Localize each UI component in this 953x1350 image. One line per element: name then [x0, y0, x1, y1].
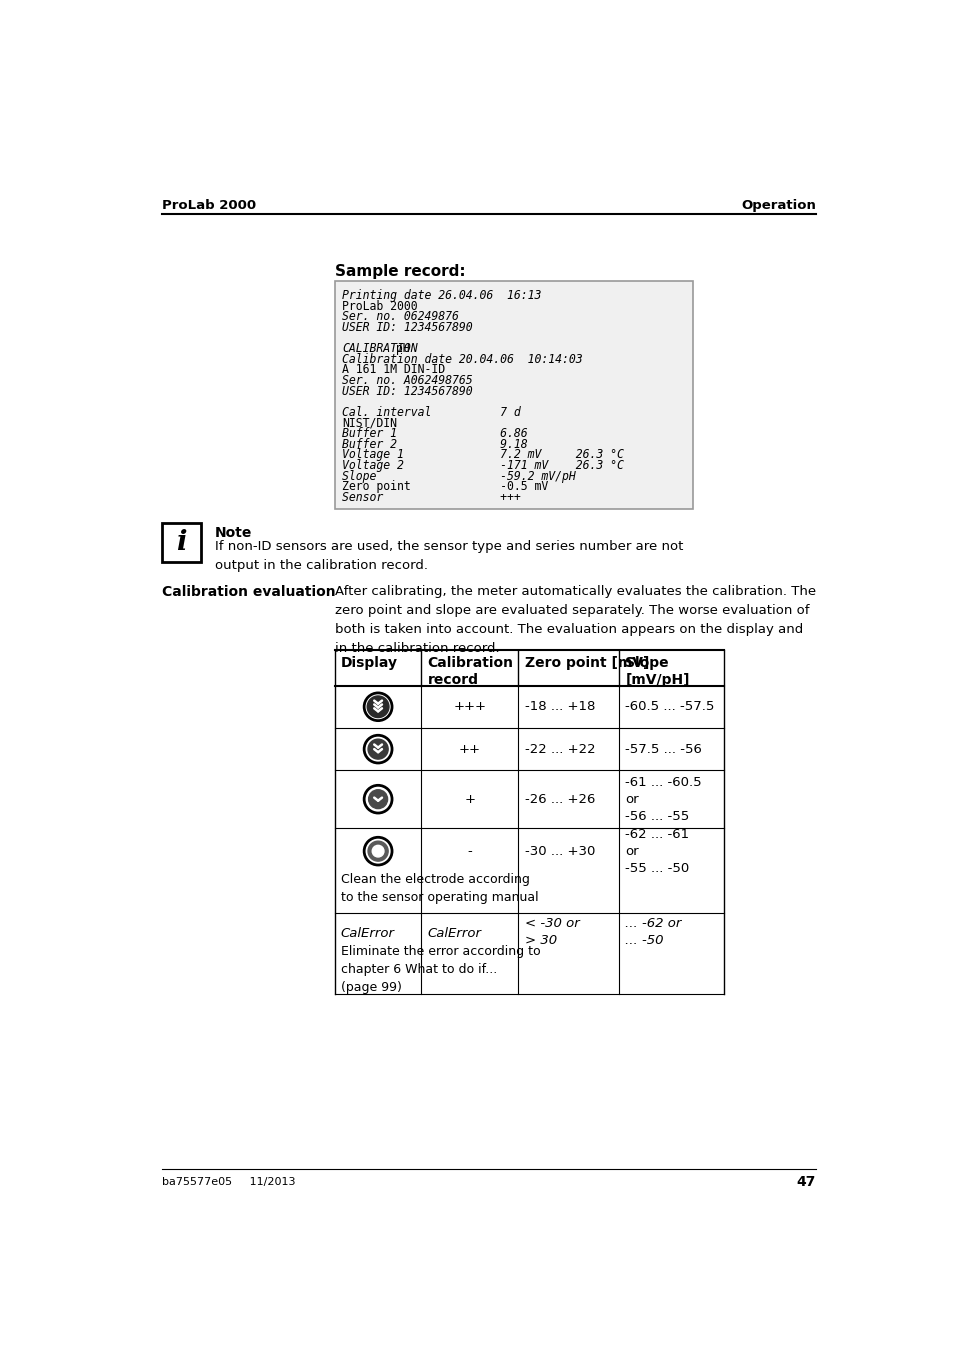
FancyBboxPatch shape — [335, 281, 692, 509]
Text: pH: pH — [389, 342, 410, 355]
Text: Eliminate the error according to
chapter 6 What to do if...
(page 99): Eliminate the error according to chapter… — [340, 945, 540, 994]
Text: NIST/DIN: NIST/DIN — [342, 417, 397, 429]
Text: -62 ... -61
or
-55 ... -50: -62 ... -61 or -55 ... -50 — [624, 828, 689, 875]
Circle shape — [372, 845, 383, 857]
Text: Voltage 1              7.2 mV     26.3 °C: Voltage 1 7.2 mV 26.3 °C — [342, 448, 623, 462]
Text: -30 ... +30: -30 ... +30 — [524, 845, 595, 857]
Text: Slope
[mV/pH]: Slope [mV/pH] — [624, 656, 689, 687]
Text: After calibrating, the meter automatically evaluates the calibration. The
zero p: After calibrating, the meter automatical… — [335, 585, 815, 655]
Text: -26 ... +26: -26 ... +26 — [524, 792, 595, 806]
Text: ... -62 or
... -50: ... -62 or ... -50 — [624, 917, 681, 946]
Circle shape — [368, 790, 387, 809]
Text: -57.5 ... -56: -57.5 ... -56 — [624, 743, 701, 756]
Text: CalError: CalError — [427, 926, 481, 940]
Text: -61 ... -60.5
or
-56 ... -55: -61 ... -60.5 or -56 ... -55 — [624, 776, 701, 822]
Text: CALIBRATION: CALIBRATION — [342, 342, 417, 355]
Text: +: + — [464, 792, 475, 806]
Text: Printing date 26.04.06  16:13: Printing date 26.04.06 16:13 — [342, 289, 541, 302]
Text: If non-ID sensors are used, the sensor type and series number are not
output in : If non-ID sensors are used, the sensor t… — [214, 540, 682, 571]
Text: CalError: CalError — [340, 926, 395, 940]
Text: Buffer 1               6.86: Buffer 1 6.86 — [342, 427, 528, 440]
Text: Clean the electrode according
to the sensor operating manual: Clean the electrode according to the sen… — [340, 872, 537, 903]
Text: ba75577e05     11/2013: ba75577e05 11/2013 — [162, 1177, 295, 1187]
Text: Buffer 2               9.18: Buffer 2 9.18 — [342, 437, 528, 451]
Text: -: - — [467, 845, 472, 857]
Text: Calibration date 20.04.06  10:14:03: Calibration date 20.04.06 10:14:03 — [342, 352, 582, 366]
Text: +++: +++ — [453, 701, 486, 713]
Text: ++: ++ — [458, 743, 480, 756]
Text: < -30 or
> 30: < -30 or > 30 — [524, 917, 578, 946]
Text: i: i — [175, 529, 186, 556]
Text: Sensor                 +++: Sensor +++ — [342, 491, 520, 504]
Text: Note: Note — [214, 526, 252, 540]
Text: Operation: Operation — [740, 200, 815, 212]
Circle shape — [368, 841, 388, 861]
Text: Cal. interval          7 d: Cal. interval 7 d — [342, 406, 520, 418]
Text: Ser. no. A062498765: Ser. no. A062498765 — [342, 374, 473, 387]
Text: -18 ... +18: -18 ... +18 — [524, 701, 595, 713]
Text: Sample record:: Sample record: — [335, 265, 465, 279]
Text: USER ID: 1234567890: USER ID: 1234567890 — [342, 321, 473, 333]
Text: -22 ... +22: -22 ... +22 — [524, 743, 595, 756]
Text: 47: 47 — [796, 1176, 815, 1189]
Text: Display: Display — [340, 656, 397, 671]
Circle shape — [368, 740, 388, 759]
Text: USER ID: 1234567890: USER ID: 1234567890 — [342, 385, 473, 398]
Text: Voltage 2              -171 mV    26.3 °C: Voltage 2 -171 mV 26.3 °C — [342, 459, 623, 472]
Text: Calibration
record: Calibration record — [427, 656, 513, 687]
Circle shape — [367, 697, 389, 718]
Text: ProLab 2000: ProLab 2000 — [342, 300, 417, 313]
Text: Calibration evaluation: Calibration evaluation — [162, 585, 335, 599]
FancyBboxPatch shape — [162, 524, 200, 562]
Text: -60.5 ... -57.5: -60.5 ... -57.5 — [624, 701, 714, 713]
Text: Ser. no. 06249876: Ser. no. 06249876 — [342, 310, 458, 323]
Text: Zero point             -0.5 mV: Zero point -0.5 mV — [342, 481, 548, 493]
Text: Zero point [mV]: Zero point [mV] — [524, 656, 648, 671]
Text: Slope                  -59.2 mV/pH: Slope -59.2 mV/pH — [342, 470, 576, 483]
Text: A 161 1M DIN-ID: A 161 1M DIN-ID — [342, 363, 445, 377]
Text: ProLab 2000: ProLab 2000 — [162, 200, 255, 212]
